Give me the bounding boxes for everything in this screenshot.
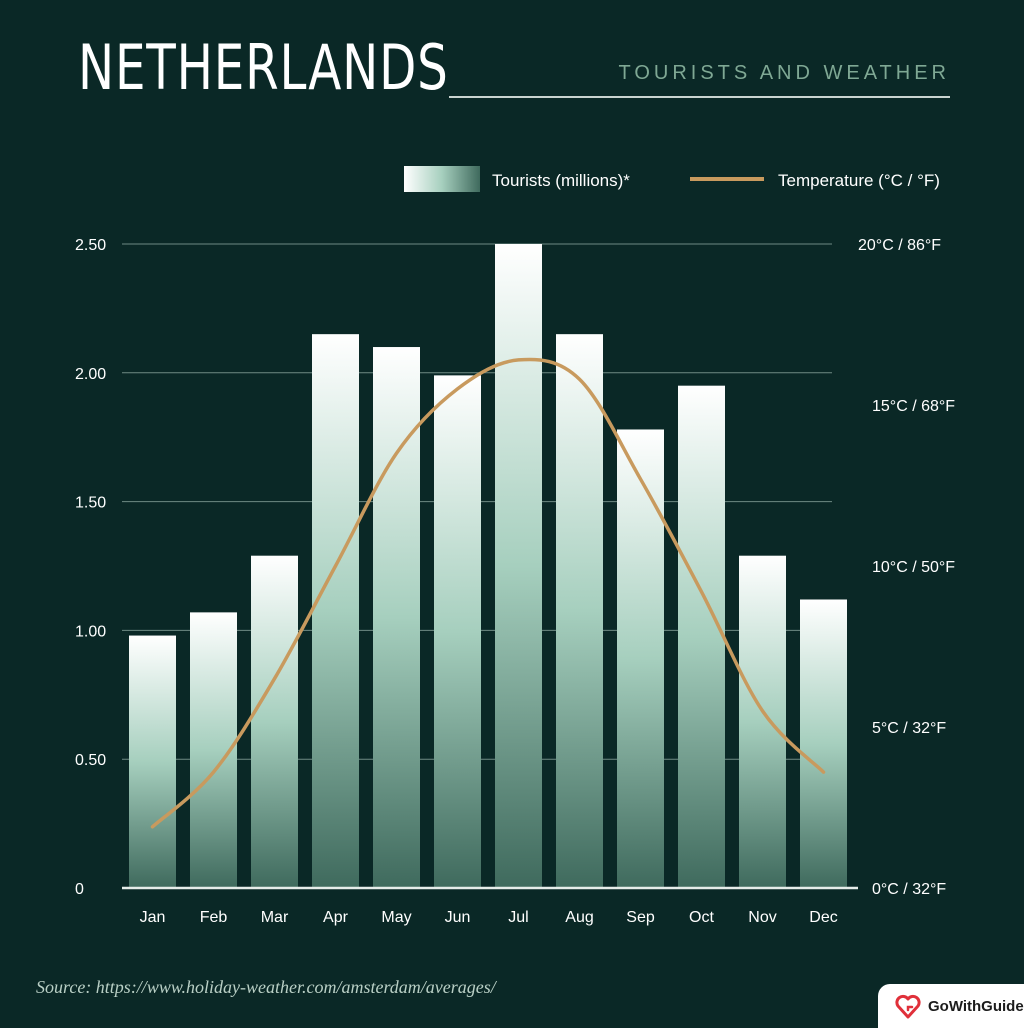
x-tick-label: Dec (809, 909, 837, 926)
y-right-tick-label: 5°C / 32°F (872, 720, 946, 737)
x-tick-label: Aug (565, 909, 593, 926)
bar (312, 334, 359, 888)
y-left-tick-label: 2.00 (75, 366, 106, 383)
legend: Tourists (millions)* Temperature (°C / °F… (404, 166, 940, 192)
y-right-tick-label: 15°C / 68°F (872, 398, 955, 415)
bar (678, 385, 725, 888)
bar (739, 555, 786, 888)
x-tick-label: Oct (689, 909, 714, 926)
y-right-tick-label: 20°C / 86°F (858, 237, 941, 254)
x-tick-label: Jan (140, 909, 166, 926)
y-right-tick-label: 0°C / 32°F (872, 881, 946, 898)
bar (556, 334, 603, 888)
x-tick-label: May (381, 909, 411, 926)
source-note: Source: https://www.holiday-weather.com/… (36, 977, 496, 997)
temperature-line (150, 357, 826, 829)
legend-bar-label: Tourists (millions)* (492, 171, 630, 190)
y-left-tick-label: 0.50 (75, 752, 106, 769)
bar (129, 635, 176, 888)
brand-logo-icon (895, 994, 921, 1019)
x-tick-label: Apr (323, 909, 349, 926)
brand-badge: GoWithGuide (878, 984, 1024, 1028)
bars (129, 244, 847, 889)
x-tick-label: Nov (748, 909, 776, 926)
page-subtitle: TOURISTS AND WEATHER (618, 62, 950, 84)
x-tick-label: Jul (508, 909, 528, 926)
legend-bar-swatch (404, 166, 480, 192)
bar (373, 347, 420, 888)
title-divider (449, 96, 950, 98)
y-right-tick-label: 10°C / 50°F (872, 559, 955, 576)
bar (495, 244, 542, 888)
temperature-line-layer (150, 357, 826, 829)
bar (617, 429, 664, 888)
brand-name: GoWithGuide (928, 997, 1024, 1015)
bar (251, 555, 298, 888)
x-tick-label: Feb (200, 909, 228, 926)
y-left-tick-label: 0 (75, 881, 84, 898)
y-left-tick-label: 2.50 (75, 237, 106, 254)
x-tick-label: Sep (626, 909, 655, 926)
bar (434, 375, 481, 889)
legend-line-label: Temperature (°C / °F) (778, 171, 940, 190)
x-tick-label: Mar (261, 909, 289, 926)
y-left-tick-label: 1.50 (75, 495, 106, 512)
x-tick-label: Jun (445, 909, 471, 926)
y-left-tick-label: 1.00 (75, 623, 106, 640)
page-title: NETHERLANDS (78, 31, 449, 104)
axes: 0 0.50 1.00 1.50 2.00 2.50 0°C / 32°F 5°C / 32°… (75, 237, 955, 926)
bar (800, 599, 847, 888)
